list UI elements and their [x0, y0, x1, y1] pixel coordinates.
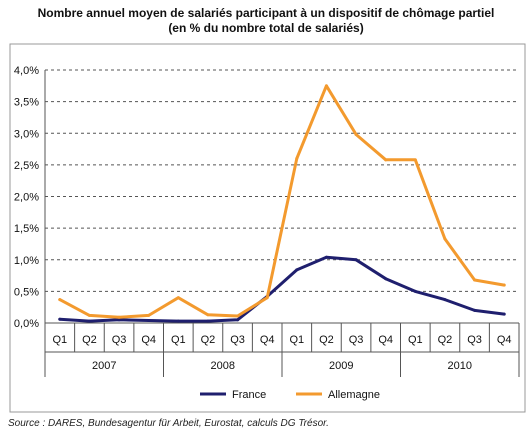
x-tick-label: Q3 [467, 334, 482, 346]
year-label: 2009 [329, 360, 353, 372]
data-point [473, 278, 477, 282]
x-tick-label: Q1 [171, 334, 186, 346]
data-point [58, 298, 62, 302]
data-point [58, 317, 62, 321]
x-tick-label: Q4 [497, 334, 512, 346]
data-point [295, 157, 299, 161]
y-tick-label: 2,0% [14, 192, 39, 204]
y-tick-label: 2,5% [14, 160, 39, 172]
x-tick-label: Q2 [319, 334, 334, 346]
gridlines [9, 43, 526, 413]
chart-frame [9, 43, 526, 413]
y-tick-label: 4,0% [14, 65, 39, 77]
x-tick-label: Q1 [289, 334, 304, 346]
data-point [324, 84, 328, 88]
data-point [206, 319, 210, 323]
data-point [413, 158, 417, 162]
y-tick-label: 1,0% [14, 255, 39, 267]
data-point [117, 315, 121, 319]
data-point [443, 298, 447, 302]
data-point [147, 318, 151, 322]
x-tick-label: Q3 [349, 334, 364, 346]
data-point [502, 283, 506, 287]
data-point [473, 308, 477, 312]
y-tick-label: 0,5% [14, 286, 39, 298]
x-tick-label: Q2 [438, 334, 453, 346]
y-tick-label: 3,5% [14, 97, 39, 109]
data-point [176, 296, 180, 300]
legend-label: France [232, 389, 266, 401]
series-line-allemagne [58, 84, 506, 319]
y-tick-label: 0,0% [14, 318, 39, 330]
chart-title-line: Nombre annuel moyen de salariés particip… [37, 6, 495, 20]
x-tick-label: Q1 [408, 334, 423, 346]
year-label: 2007 [92, 360, 116, 372]
data-point [502, 312, 506, 316]
x-tick-label: Q4 [260, 334, 275, 346]
data-point [236, 318, 240, 322]
x-axis: Q1 Q2 Q3 Q4 Q1 Q2 Q3 Q4 Q1 Q2 Q3 Q4 Q1 Q2 Q3 Q4 2007 2008… [44, 70, 520, 377]
data-point [354, 133, 358, 137]
data-point [87, 319, 91, 323]
data-point [443, 237, 447, 241]
series-line-france [58, 255, 506, 323]
chart-title: Nombre annuel moyen de salariés particip… [0, 6, 532, 36]
data-point [384, 158, 388, 162]
legend-label: Allemagne [328, 389, 380, 401]
x-tick-label: Q1 [52, 334, 67, 346]
data-point [147, 313, 151, 317]
data-point [176, 319, 180, 323]
x-tick-label: Q4 [141, 334, 156, 346]
y-axis-ticks: 0,0% 0,5% 1,0% 1,5% 2,0% 2,5% 3,0% 3,5% 4,0% [14, 65, 39, 330]
x-tick-label: Q2 [82, 334, 97, 346]
data-point [87, 313, 91, 317]
legend: France Allemagne [200, 389, 380, 401]
data-point [117, 318, 121, 322]
x-tick-label: Q4 [378, 334, 393, 346]
data-point [413, 289, 417, 293]
year-label: 2010 [448, 360, 472, 372]
chart-subtitle: (en % du nombre total de salariés) [168, 21, 364, 35]
data-point [354, 258, 358, 262]
series-lines [58, 84, 506, 323]
x-tick-label: Q3 [112, 334, 127, 346]
year-label: 2008 [211, 360, 235, 372]
x-tick-label: Q2 [201, 334, 216, 346]
x-tick-label: Q3 [230, 334, 245, 346]
data-point [295, 268, 299, 272]
y-tick-label: 1,5% [14, 223, 39, 235]
y-tick-label: 3,0% [14, 128, 39, 140]
data-point [236, 314, 240, 318]
data-point [265, 296, 269, 300]
data-point [206, 313, 210, 317]
data-point [384, 277, 388, 281]
source-note: Source : DARES, Bundesagentur für Arbeit… [8, 418, 329, 429]
data-point [324, 255, 328, 259]
